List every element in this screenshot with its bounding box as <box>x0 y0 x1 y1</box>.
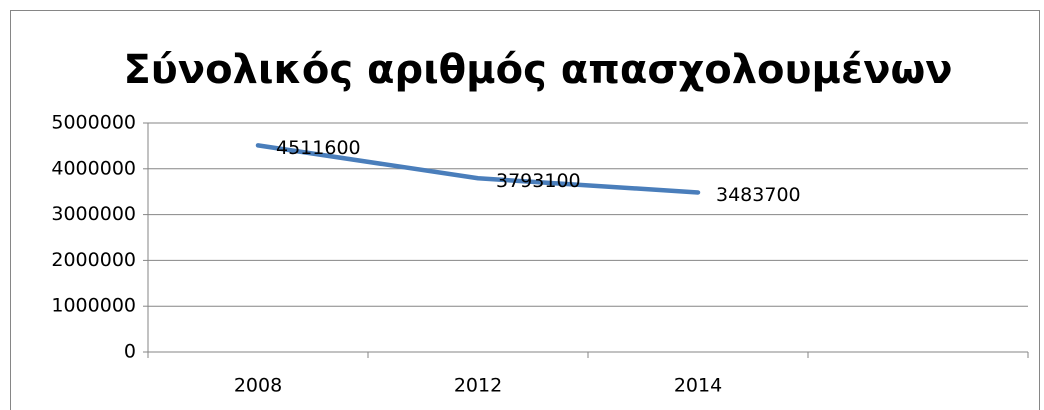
chart-border <box>10 10 1040 410</box>
chart-title: Σύνολικός αριθμός απασχολουμένων <box>123 47 952 93</box>
y-tick-label: 1000000 <box>51 295 136 317</box>
y-tick-label: 4000000 <box>51 157 136 179</box>
data-label: 3793100 <box>496 170 581 192</box>
data-label: 4511600 <box>276 137 361 159</box>
y-tick-label: 5000000 <box>51 112 136 134</box>
line <box>255 143 701 195</box>
x-tick-label: 2012 <box>454 375 502 397</box>
x-tick-label: 2008 <box>234 375 282 397</box>
y-tick-label: 0 <box>124 341 136 363</box>
y-tick-label: 2000000 <box>51 249 136 271</box>
y-tick-label: 3000000 <box>51 203 136 225</box>
data-label: 3483700 <box>716 184 801 206</box>
x-tick-label: 2014 <box>674 375 722 397</box>
